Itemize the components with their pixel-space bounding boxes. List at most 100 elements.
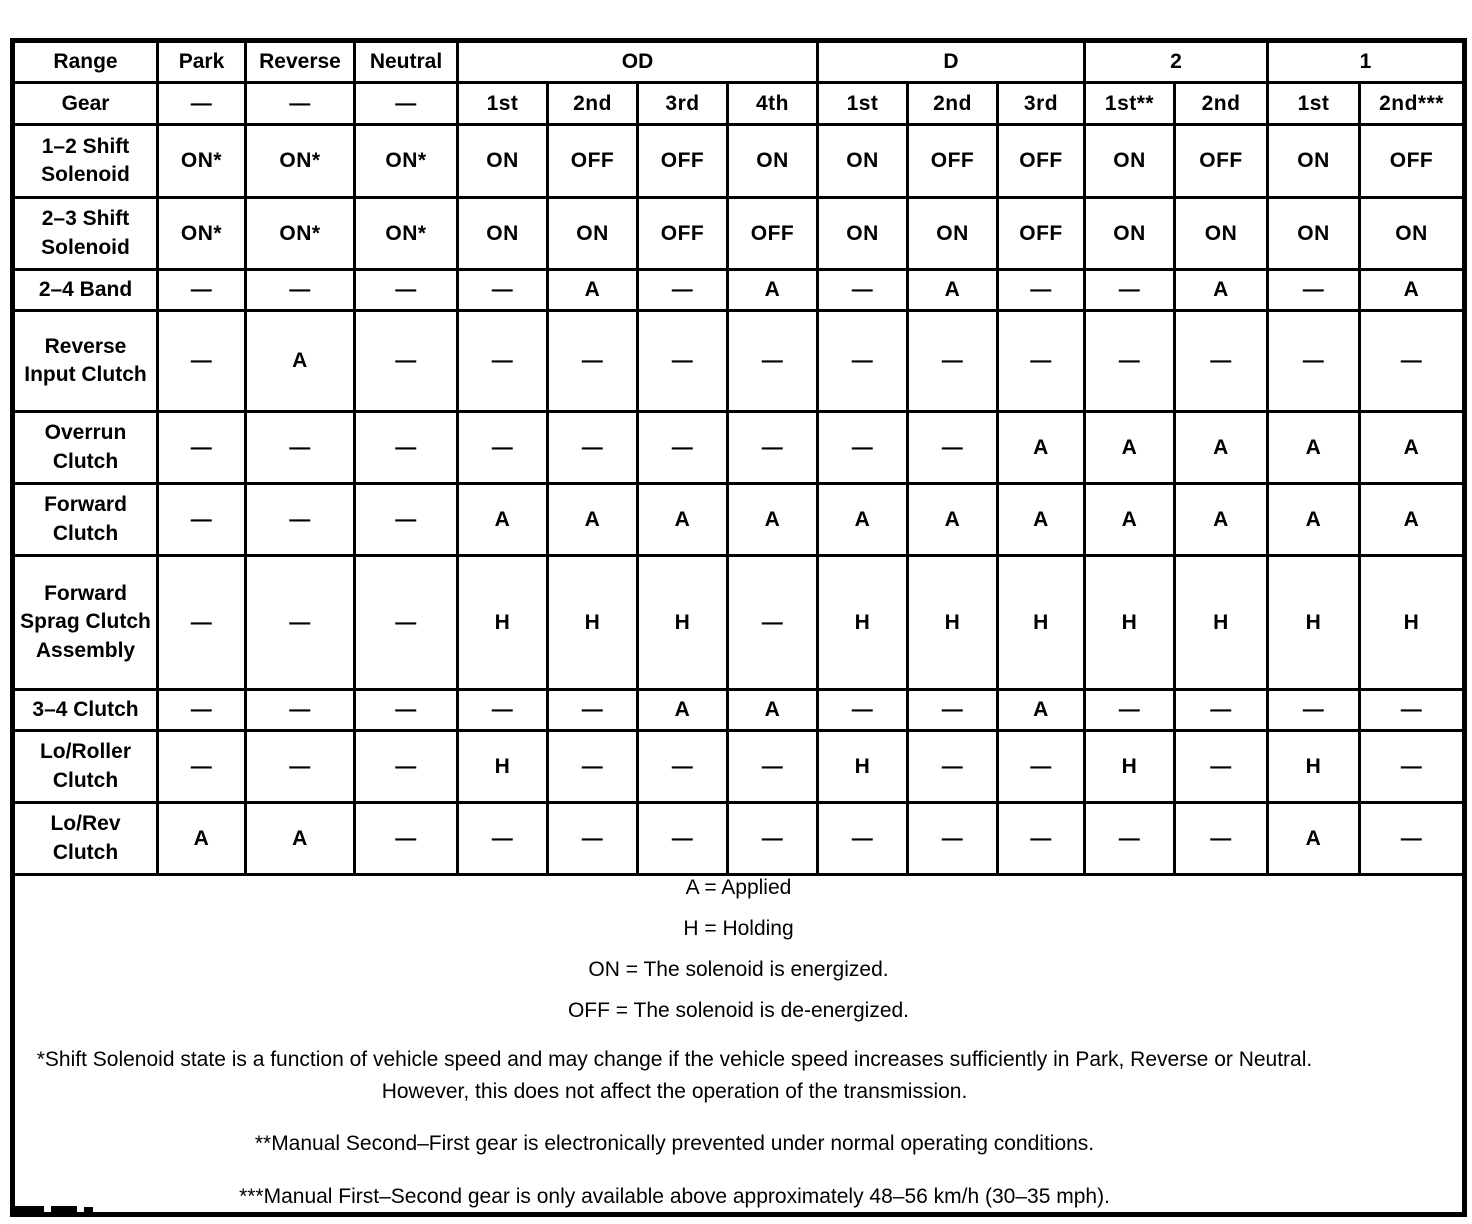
value-cell: OFF xyxy=(726,196,819,271)
value-cell: — xyxy=(1358,309,1466,413)
value-cell: — xyxy=(1266,309,1361,413)
value-cell: — xyxy=(726,554,819,691)
value-cell: A xyxy=(726,268,819,312)
value-cell: — xyxy=(816,801,909,876)
value-cell: A xyxy=(996,482,1086,557)
value-cell: H xyxy=(816,554,909,691)
footnote-manual-first-second: ***Manual First–Second gear is only avai… xyxy=(239,1184,1110,1208)
value-cell: — xyxy=(456,309,549,413)
value-cell: — xyxy=(726,801,819,876)
value-cell: ON xyxy=(816,123,909,199)
table-row: 3–4 Clutch — — — — — A A — — A — — — — xyxy=(11,688,1466,732)
value-cell: — xyxy=(1173,801,1269,876)
value-cell: — xyxy=(1173,688,1269,732)
value-cell: — xyxy=(636,801,729,876)
value-cell: H xyxy=(546,554,639,691)
cut-off-text-fragment xyxy=(10,1206,150,1220)
table-row: Overrun Clutch — — — — — — — — — A A A A A xyxy=(11,410,1466,485)
row-label-overrun-clutch: Overrun Clutch xyxy=(11,410,159,485)
gear-cell: 1st xyxy=(456,81,549,126)
value-cell: OFF xyxy=(996,123,1086,199)
row-label-2-4-band: 2–4 Band xyxy=(11,268,159,312)
value-cell: A xyxy=(1266,801,1361,876)
value-cell: OFF xyxy=(636,196,729,271)
value-cell: ON xyxy=(1083,123,1176,199)
value-cell: — xyxy=(636,729,729,804)
value-cell: — xyxy=(456,268,549,312)
value-cell: H xyxy=(456,729,549,804)
group-header-park: Park xyxy=(156,39,247,84)
value-cell: H xyxy=(1266,729,1361,804)
legend-line-on: ON = The solenoid is energized. xyxy=(588,958,889,981)
value-cell: — xyxy=(456,410,549,485)
value-cell: A xyxy=(906,482,999,557)
value-cell: A xyxy=(1173,268,1269,312)
table-row: Gear — — —1st 2nd 3rd 4th 1st 2nd 3rd 1st** 2nd 1st 2… xyxy=(11,81,1466,126)
value-cell: H xyxy=(456,554,549,691)
value-cell: — xyxy=(156,410,247,485)
group-header-reverse: Reverse xyxy=(244,39,356,84)
value-cell: — xyxy=(906,309,999,413)
value-cell: — xyxy=(244,688,356,732)
value-cell: H xyxy=(1083,729,1176,804)
range-header: Range xyxy=(11,39,159,84)
value-cell: H xyxy=(996,554,1086,691)
table-row: Lo/Rev Clutch A A — — — — — — — — — — A — xyxy=(11,801,1466,876)
value-cell: — xyxy=(156,482,247,557)
table-body: 1–2 Shift Solenoid ON* ON* ON* ON OFF OFF ON ON O… xyxy=(11,123,1466,876)
value-cell: ON xyxy=(456,123,549,199)
table-header: Range Park Reverse Neutral OD D 2 1 Gear — — —1st 2n… xyxy=(11,39,1466,126)
gear-cell: 2nd xyxy=(546,81,639,126)
row-label-lo-roller-clutch: Lo/Roller Clutch xyxy=(11,729,159,804)
value-cell: — xyxy=(353,729,459,804)
value-cell: — xyxy=(156,554,247,691)
value-cell: — xyxy=(906,410,999,485)
value-cell: — xyxy=(816,309,909,413)
value-cell: ON xyxy=(816,196,909,271)
table-row: Reverse Input Clutch — A — — — — — — — — — — — — xyxy=(11,309,1466,413)
value-cell: OFF xyxy=(1358,123,1466,199)
value-cell: — xyxy=(1083,688,1176,732)
value-cell: — xyxy=(906,729,999,804)
value-cell: ON xyxy=(1358,196,1466,271)
transmission-application-table: Range Park Reverse Neutral OD D 2 1 Gear — — —1st 2n… xyxy=(10,38,1467,1217)
legend-and-footnotes: A = Applied H = Holding ON = The solenoi… xyxy=(11,873,1466,1216)
value-cell: — xyxy=(244,482,356,557)
value-cell: — xyxy=(726,729,819,804)
gear-cell: 1st xyxy=(816,81,909,126)
value-cell: A xyxy=(244,801,356,876)
gear-cell: 1st** xyxy=(1083,81,1176,126)
gear-header: Gear xyxy=(11,81,159,126)
value-cell: ON* xyxy=(156,123,247,199)
value-cell: ON xyxy=(1266,196,1361,271)
value-cell: A xyxy=(244,309,356,413)
value-cell: OFF xyxy=(546,123,639,199)
gear-cell: 3rd xyxy=(636,81,729,126)
table-footer: A = Applied H = Holding ON = The solenoi… xyxy=(11,873,1466,1216)
value-cell: ON* xyxy=(353,123,459,199)
value-cell: — xyxy=(906,688,999,732)
footnote-shift-solenoid: *Shift Solenoid state is a function of v… xyxy=(36,1048,1313,1103)
value-cell: — xyxy=(816,268,909,312)
gear-cell: — xyxy=(353,81,459,126)
value-cell: ON* xyxy=(353,196,459,271)
value-cell: — xyxy=(1358,688,1466,732)
value-cell: H xyxy=(1266,554,1361,691)
value-cell: — xyxy=(996,801,1086,876)
value-cell: — xyxy=(636,410,729,485)
value-cell: — xyxy=(1173,309,1269,413)
value-cell: ON xyxy=(1173,196,1269,271)
value-cell: — xyxy=(456,688,549,732)
table-row: 2–4 Band — — — — A — A — A — — A — A xyxy=(11,268,1466,312)
value-cell: — xyxy=(156,268,247,312)
value-cell: — xyxy=(996,309,1086,413)
value-cell: A xyxy=(1266,482,1361,557)
value-cell: H xyxy=(1358,554,1466,691)
group-header-od: OD xyxy=(456,39,819,84)
value-cell: — xyxy=(996,729,1086,804)
value-cell: — xyxy=(353,554,459,691)
value-cell: — xyxy=(244,410,356,485)
value-cell: ON xyxy=(726,123,819,199)
value-cell: OFF xyxy=(996,196,1086,271)
